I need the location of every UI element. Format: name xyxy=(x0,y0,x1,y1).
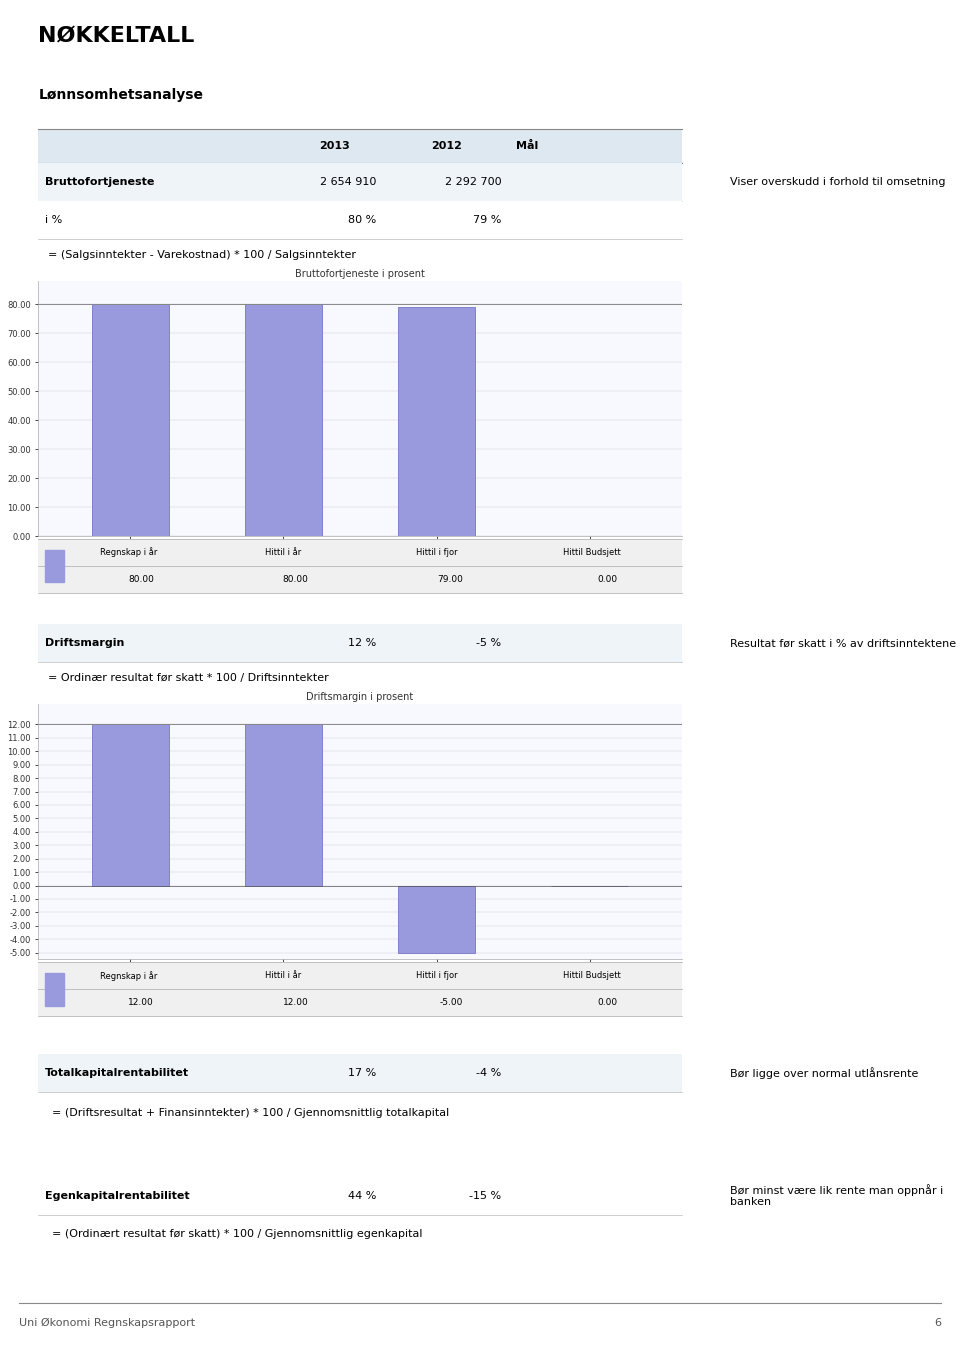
Text: 2 654 910: 2 654 910 xyxy=(320,176,376,187)
Text: 0.00: 0.00 xyxy=(597,999,617,1007)
Text: Bør minst være lik rente man oppnår i banken: Bør minst være lik rente man oppnår i ba… xyxy=(730,1183,943,1208)
Bar xyxy=(92,304,169,536)
Text: -5.00: -5.00 xyxy=(440,999,463,1007)
Bar xyxy=(45,973,64,1006)
Text: Regnskap i år: Regnskap i år xyxy=(100,547,157,558)
Bar xyxy=(245,725,322,886)
Text: 80.00: 80.00 xyxy=(129,575,155,584)
Bar xyxy=(92,725,169,886)
Text: Bør ligge over normal utlånsrente: Bør ligge over normal utlånsrente xyxy=(730,1068,918,1079)
Title: Driftsmargin i prosent: Driftsmargin i prosent xyxy=(306,692,414,702)
Text: Mål: Mål xyxy=(516,141,539,151)
Bar xyxy=(398,886,475,953)
Text: 17 %: 17 % xyxy=(348,1068,376,1079)
Text: 44 %: 44 % xyxy=(348,1190,376,1201)
Text: Egenkapitalrentabilitet: Egenkapitalrentabilitet xyxy=(45,1190,189,1201)
Text: 12.00: 12.00 xyxy=(283,999,308,1007)
Text: Hittil Budsjett: Hittil Budsjett xyxy=(563,972,620,980)
Text: -4 %: -4 % xyxy=(476,1068,501,1079)
Text: = (Salgsinntekter - Varekostnad) * 100 / Salgsinntekter: = (Salgsinntekter - Varekostnad) * 100 /… xyxy=(48,250,356,261)
Text: 79 %: 79 % xyxy=(473,214,501,225)
Bar xyxy=(398,307,475,536)
Text: Hittil Budsjett: Hittil Budsjett xyxy=(563,548,620,556)
Text: 79.00: 79.00 xyxy=(437,575,463,584)
Text: Bruttofortjeneste: Bruttofortjeneste xyxy=(45,176,155,187)
Text: Uni Økonomi Regnskapsrapport: Uni Økonomi Regnskapsrapport xyxy=(19,1318,195,1329)
Text: Hittil i år: Hittil i år xyxy=(265,972,300,980)
Text: 2 292 700: 2 292 700 xyxy=(444,176,501,187)
Text: Lønnsomhetsanalyse: Lønnsomhetsanalyse xyxy=(38,88,204,102)
Text: 2013: 2013 xyxy=(319,141,349,151)
Bar xyxy=(45,550,64,582)
Text: Hittil i fjor: Hittil i fjor xyxy=(417,972,458,980)
Text: = (Ordinært resultat før skatt) * 100 / Gjennomsnittlig egenkapital: = (Ordinært resultat før skatt) * 100 / … xyxy=(52,1228,422,1239)
Text: 6: 6 xyxy=(934,1318,941,1329)
Text: = (Driftsresultat + Finansinntekter) * 100 / Gjennomsnittlig totalkapital: = (Driftsresultat + Finansinntekter) * 1… xyxy=(52,1107,449,1118)
Text: Viser overskudd i forhold til omsetning: Viser overskudd i forhold til omsetning xyxy=(730,176,945,187)
Text: Regnskap i år: Regnskap i år xyxy=(100,970,157,981)
Text: 0.00: 0.00 xyxy=(597,575,617,584)
Text: Resultat før skatt i % av driftsinntektene: Resultat før skatt i % av driftsinntekte… xyxy=(730,638,956,649)
Text: Totalkapitalrentabilitet: Totalkapitalrentabilitet xyxy=(45,1068,189,1079)
Title: Bruttofortjeneste i prosent: Bruttofortjeneste i prosent xyxy=(295,269,425,278)
Text: -15 %: -15 % xyxy=(469,1190,501,1201)
Text: 2012: 2012 xyxy=(431,141,463,151)
Bar xyxy=(245,304,322,536)
Text: Hittil i fjor: Hittil i fjor xyxy=(417,548,458,556)
Text: i %: i % xyxy=(45,214,62,225)
Text: 12.00: 12.00 xyxy=(129,999,155,1007)
Text: -5 %: -5 % xyxy=(476,638,501,649)
Text: Driftsmargin: Driftsmargin xyxy=(45,638,124,649)
Text: 80.00: 80.00 xyxy=(282,575,308,584)
Text: 80 %: 80 % xyxy=(348,214,376,225)
Text: = Ordinær resultat før skatt * 100 / Driftsinntekter: = Ordinær resultat før skatt * 100 / Dri… xyxy=(48,673,329,684)
Text: 12 %: 12 % xyxy=(348,638,376,649)
Text: Hittil i år: Hittil i år xyxy=(265,548,300,556)
Text: NØKKELTALL: NØKKELTALL xyxy=(38,26,195,45)
